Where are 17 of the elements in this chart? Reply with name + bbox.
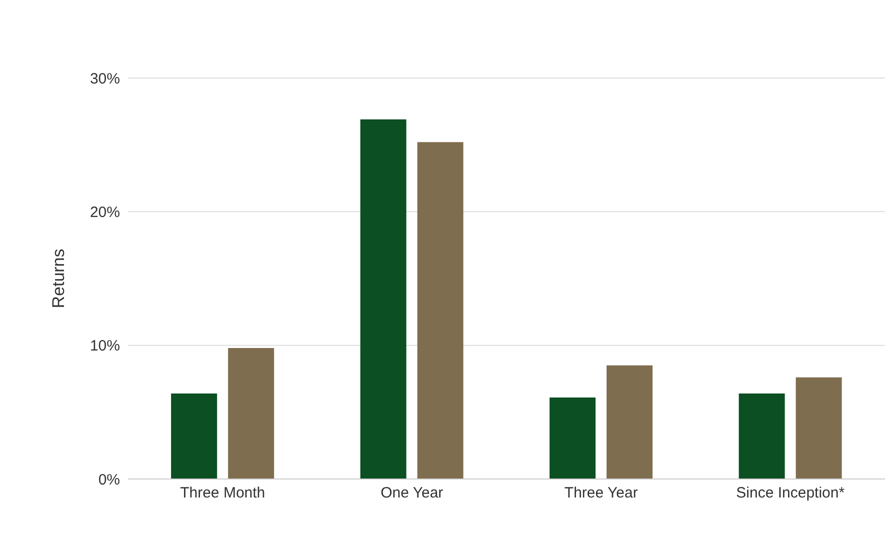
- y-tick-label: 10%: [90, 338, 120, 355]
- bar: [228, 348, 274, 479]
- y-tick-label: 0%: [98, 471, 120, 488]
- y-tick-label: 30%: [90, 70, 120, 88]
- bar: [796, 377, 842, 479]
- x-tick-label: Three Year: [564, 484, 638, 502]
- bar: [417, 142, 464, 479]
- x-tick-label: Three Month: [180, 484, 266, 502]
- bar: [606, 365, 653, 479]
- x-tick-label: Since Inception*: [736, 484, 845, 502]
- y-tick-label: 20%: [90, 204, 120, 221]
- y-axis-title: Returns: [49, 248, 68, 308]
- bar: [360, 119, 406, 479]
- bar: [738, 393, 785, 479]
- x-tick-label: One Year: [380, 484, 444, 502]
- bar: [171, 393, 218, 479]
- bar: [550, 397, 596, 479]
